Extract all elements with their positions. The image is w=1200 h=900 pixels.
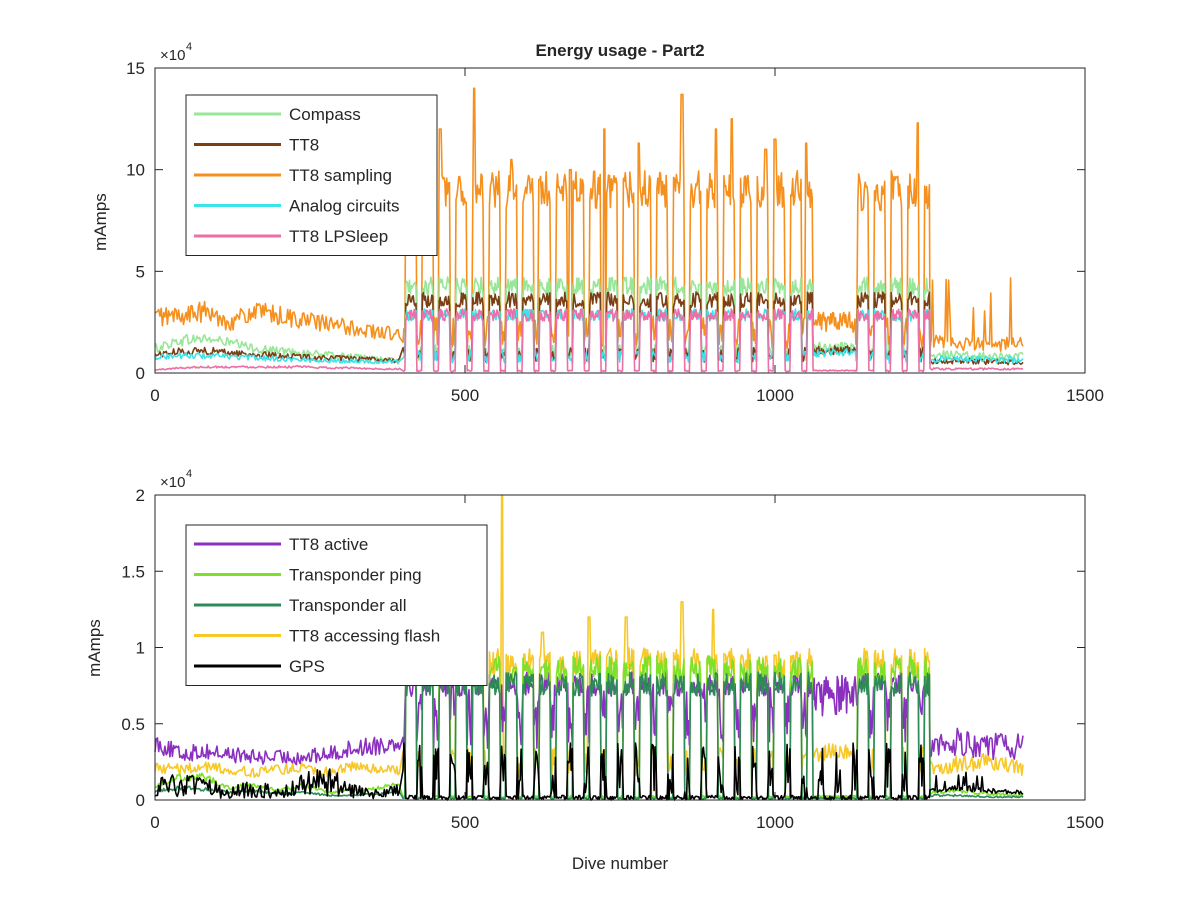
y-tick-label: 1.5 <box>121 562 145 581</box>
legend-label: TT8 active <box>289 535 368 554</box>
y-tick-label: 5 <box>136 262 145 281</box>
legend-label: Transponder all <box>289 596 407 615</box>
x-tick-label: 1000 <box>756 386 794 405</box>
top-exponent-power: 4 <box>186 41 192 53</box>
series-line-tt8 <box>154 291 1024 366</box>
y-tick-label: 15 <box>126 59 145 78</box>
series-line-ping <box>154 655 1024 799</box>
top-data-lines <box>154 87 1024 373</box>
series-line-all <box>154 671 1024 800</box>
y-tick-label: 2 <box>136 486 145 505</box>
top-legend: Compass TT8 TT8 sampling Analog circuits TT8… <box>185 94 438 256</box>
series-line-lpsleep <box>154 308 1024 373</box>
bottom-exponent-base: ×10 <box>160 474 185 491</box>
legend-label: TT8 sampling <box>289 166 392 185</box>
series-line-tt8_sampling <box>154 87 1024 352</box>
top-y-axis-label: mAmps <box>91 193 110 251</box>
top-axes-box <box>154 67 1086 374</box>
chart-title: Energy usage - Part2 <box>535 41 704 60</box>
plot-bottom: 0 500 1000 1500 0 0.5 1 1.5 2 ×10 4 mAmps Dive n… <box>85 468 1104 873</box>
y-tick-label: 10 <box>126 161 145 180</box>
y-tick-label: 0.5 <box>121 715 145 734</box>
legend-label: Analog circuits <box>289 197 400 216</box>
y-tick-label: 0 <box>136 791 145 810</box>
x-tick-label: 0 <box>150 813 159 832</box>
bottom-exponent-power: 4 <box>186 468 192 480</box>
y-tick-label: 1 <box>136 639 145 658</box>
x-tick-label: 1000 <box>756 813 794 832</box>
plot-top: Energy usage - Part2 0 500 1000 1500051015 … <box>91 41 1104 405</box>
y-tick-label: 0 <box>136 364 145 383</box>
x-tick-label: 500 <box>451 386 479 405</box>
bottom-ticks: 0 500 1000 1500 0 0.5 1 1.5 2 <box>121 486 1104 832</box>
legend-label: TT8 <box>289 136 319 155</box>
x-tick-label: 0 <box>150 386 159 405</box>
legend-label: TT8 LPSleep <box>289 227 388 246</box>
bottom-x-axis-label: Dive number <box>572 854 669 873</box>
top-exponent-base: ×10 <box>160 47 185 64</box>
x-tick-label: 500 <box>451 813 479 832</box>
x-tick-label: 1500 <box>1066 386 1104 405</box>
series-line-gps <box>154 742 1024 801</box>
bottom-data-lines <box>154 494 1024 801</box>
legend-label: Transponder ping <box>289 566 422 585</box>
bottom-y-axis-label: mAmps <box>85 619 104 677</box>
legend-label: GPS <box>289 657 325 676</box>
legend-label: Compass <box>289 105 361 124</box>
bottom-legend: TT8 active Transponder ping Transponder al… <box>185 524 488 686</box>
top-ticks: 0 500 1000 1500 0 5 10 15 <box>126 59 1104 405</box>
x-tick-label: 1500 <box>1066 813 1104 832</box>
series-line-analog <box>154 308 1024 365</box>
legend-label: TT8 accessing flash <box>289 627 440 646</box>
